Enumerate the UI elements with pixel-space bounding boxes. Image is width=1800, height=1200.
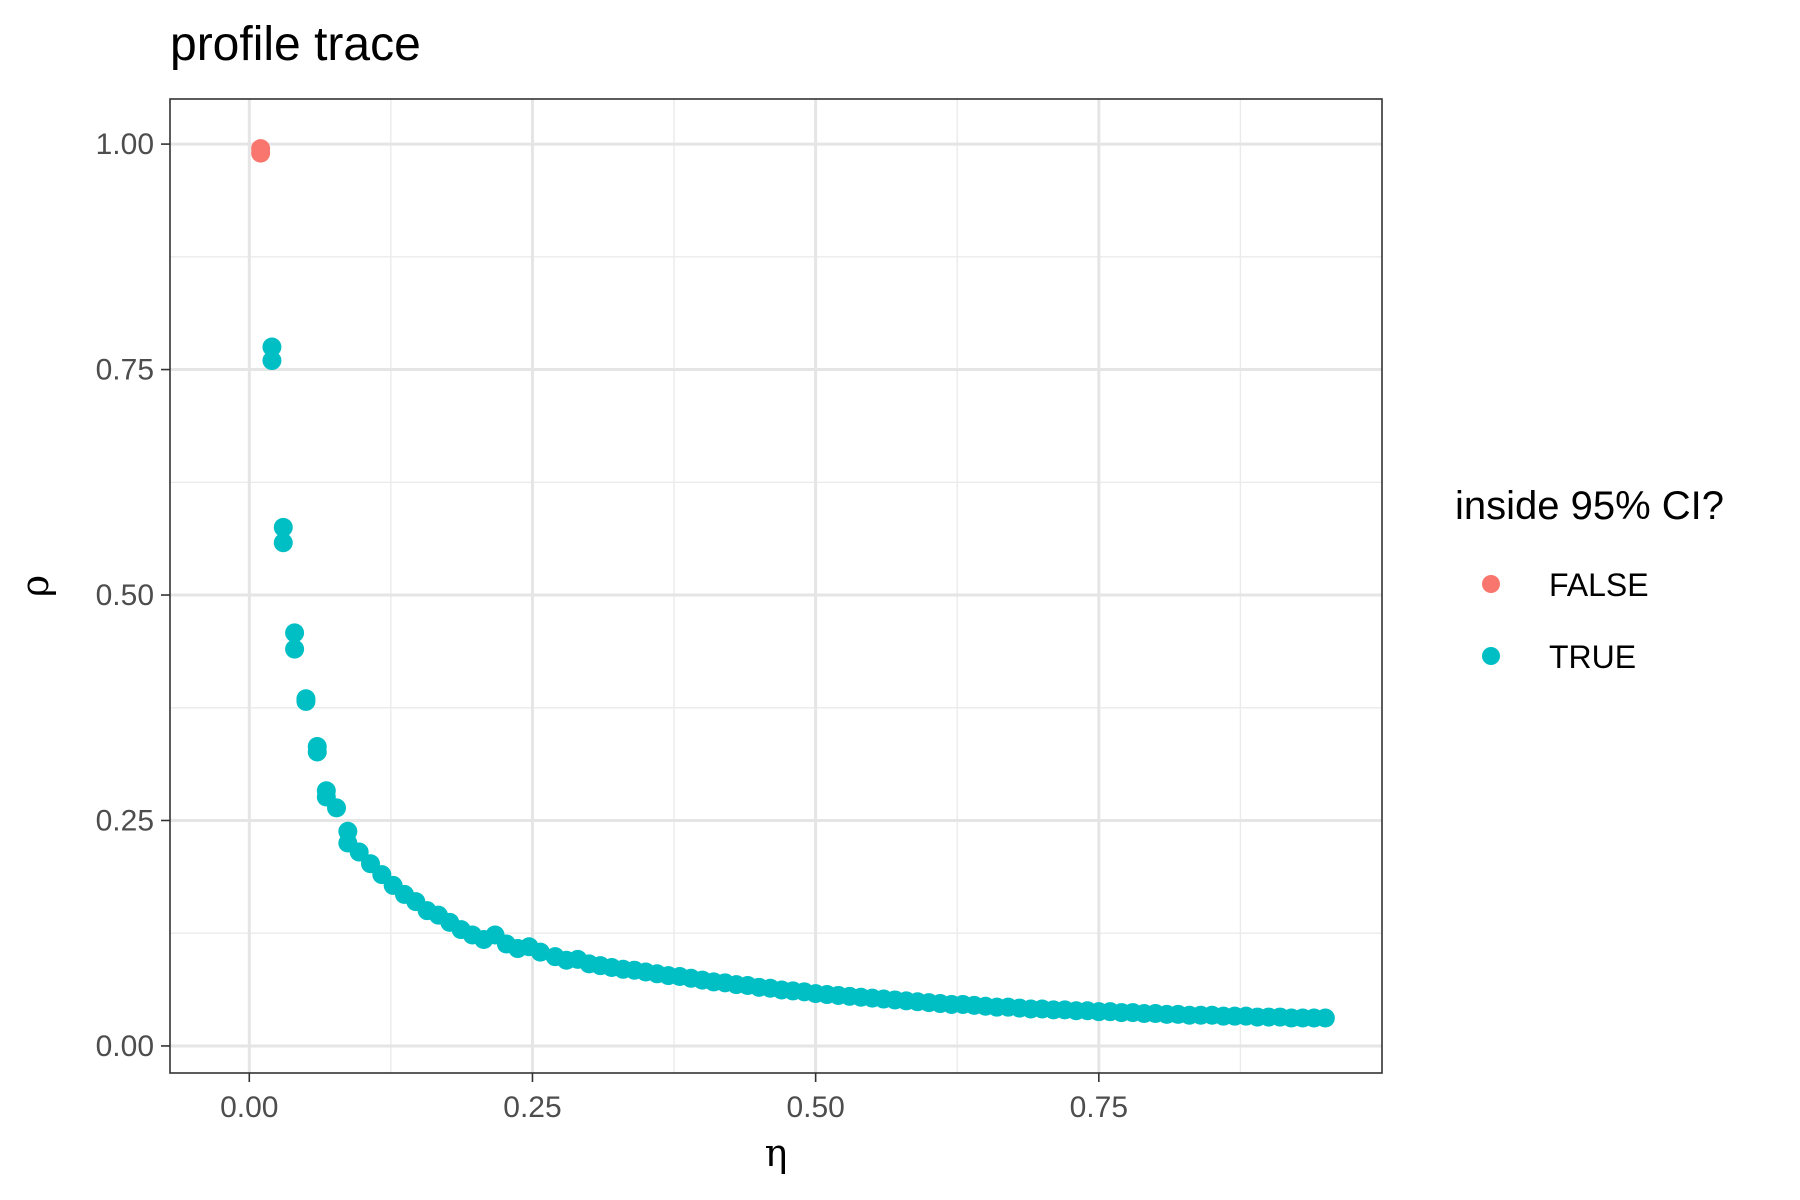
axis-ticks: 0.00 0.25 0.50 0.75 0.00 0.25 0.50 0.75 1.00 <box>96 128 1128 1124</box>
plot-panel-border <box>169 98 1383 1074</box>
data-point-true <box>307 742 327 762</box>
data-point-true <box>262 351 282 371</box>
data-point-true <box>273 517 293 537</box>
x-tick-label: 0.75 <box>1070 1091 1128 1124</box>
data-point-true <box>262 337 282 357</box>
data-point-true <box>1315 1008 1335 1028</box>
data-point-false <box>251 139 271 159</box>
y-tick-label: 0.00 <box>96 1030 154 1063</box>
chart-title: profile trace <box>170 18 421 71</box>
legend-label-false: FALSE <box>1549 567 1649 603</box>
data-point-true <box>296 691 316 711</box>
legend-title: inside 95% CI? <box>1455 484 1724 528</box>
data-point-true <box>285 639 305 659</box>
y-tick-label: 1.00 <box>96 128 154 161</box>
legend-key-false <box>1482 575 1500 593</box>
legend: inside 95% CI? FALSE TRUE <box>1455 484 1724 675</box>
y-tick-label: 0.50 <box>96 579 154 612</box>
x-tick-label: 0.50 <box>786 1091 844 1124</box>
y-tick-label: 0.75 <box>96 354 154 387</box>
grid <box>170 99 1382 1073</box>
x-axis-title: η <box>765 1131 788 1175</box>
data-point-true <box>285 623 305 643</box>
legend-key-true <box>1482 647 1500 665</box>
y-axis-title: ρ <box>13 575 57 597</box>
legend-label-true: TRUE <box>1549 639 1636 675</box>
x-tick-label: 0.25 <box>503 1091 561 1124</box>
data-point-true <box>273 533 293 553</box>
y-tick-label: 0.25 <box>96 804 154 837</box>
data-point-true <box>530 942 550 962</box>
data-points <box>251 139 1335 1028</box>
data-point-true <box>349 842 369 862</box>
x-tick-label: 0.00 <box>220 1091 278 1124</box>
data-point-true <box>327 798 347 818</box>
